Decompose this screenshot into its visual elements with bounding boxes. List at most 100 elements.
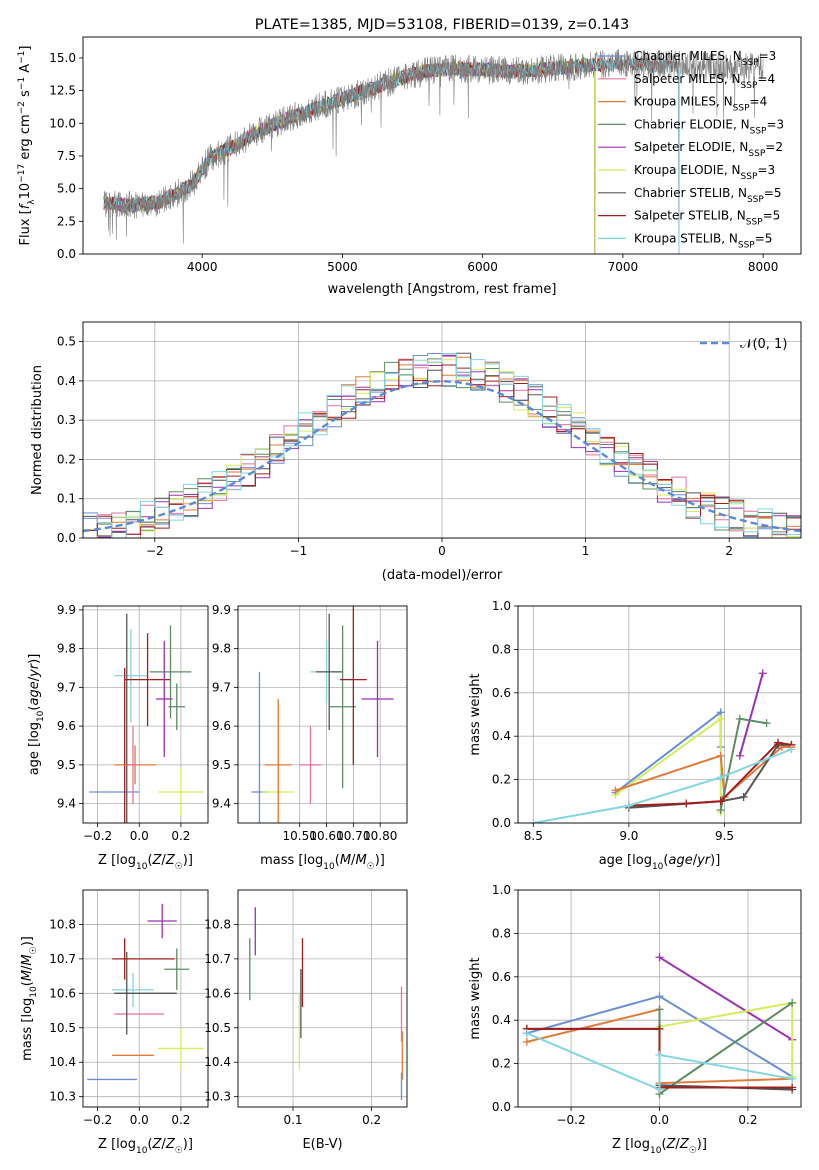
y-tick-label: 5.0: [57, 182, 76, 196]
weight-vs-age-xlabel: age [log10(age/yr)]: [599, 853, 721, 872]
age-vs-z-ylabel: age [log10(age/yr)]: [27, 654, 46, 776]
spectrum-lines: [103, 49, 764, 254]
series-line-3: [103, 57, 596, 254]
legend-label: Kroupa STELIB, NSSP=5: [634, 231, 772, 250]
legend-label: 𝒩(0, 1): [740, 337, 787, 352]
residuals-frame: [82, 321, 802, 539]
spectrum-frame: [82, 36, 802, 255]
mass-vs-z-axes: −0.2 0.0 0.2 10.3 10.4 10.5 10.6 10.7 10.8: [49, 890, 208, 1127]
point-marker: [788, 1074, 797, 1083]
legend-label: Salpeter ELODIE, NSSP=2: [634, 140, 783, 159]
x-tick-label: 2: [725, 544, 733, 558]
point-marker: [522, 1037, 531, 1046]
series-line-0: [103, 56, 596, 254]
y-tick-label: 9.9: [57, 603, 76, 617]
y-tick-label: 0.0: [492, 816, 511, 830]
point-marker: [682, 799, 691, 808]
legend-label: Kroupa MILES, NSSP=4: [634, 95, 767, 114]
y-tick-label: 0.0: [57, 531, 76, 545]
age-vs-z-points: [89, 613, 204, 823]
x-tick-label: 10.50: [283, 829, 317, 843]
y-tick-label: 0.8: [492, 642, 511, 656]
y-tick-label: 0.3: [57, 413, 76, 427]
spectrum-legend: Chabrier MILES, NSSP=3 Salpeter MILES, NS…: [598, 49, 784, 250]
spectrum-ylabel: Flux [fλ10−17 erg cm−2 s−1 A−1]: [17, 46, 37, 246]
point-marker: [655, 1024, 664, 1033]
y-tick-label: 10.4: [49, 1055, 76, 1069]
series-line-7: [533, 748, 792, 823]
y-tick-label: 0.6: [492, 970, 511, 984]
point-marker: [529, 819, 538, 823]
point-marker: [788, 998, 797, 1007]
x-tick-label: 0.0: [130, 1113, 149, 1127]
weight-vs-z-lines: [522, 953, 797, 1098]
x-tick-label: −2: [146, 544, 164, 558]
x-tick-label: 0.0: [130, 829, 149, 843]
y-tick-label: 1.0: [492, 883, 511, 897]
y-tick-label: 10.5: [204, 1021, 231, 1035]
y-tick-label: 15.0: [49, 51, 76, 65]
series-line-4: [103, 58, 596, 254]
y-tick-label: 10.5: [49, 1021, 76, 1035]
x-tick-label: 1: [582, 544, 590, 558]
normal-curve: [83, 380, 801, 533]
weight-vs-z-axes: −0.2 0.0 0.2 0.0 0.2 0.4 0.6 0.8 1.0: [492, 883, 801, 1127]
y-tick-label: 10.6: [204, 986, 231, 1000]
x-tick-label: 6000: [467, 260, 498, 274]
y-tick-label: 10.7: [204, 952, 231, 966]
point-marker: [716, 805, 725, 814]
x-tick-label: 0.2: [362, 1113, 381, 1127]
series-line-2: [103, 57, 596, 254]
y-tick-label: 10.0: [49, 116, 76, 130]
x-tick-label: 0: [438, 544, 446, 558]
legend-label: Salpeter STELIB, NSSP=5: [634, 209, 780, 228]
x-tick-label: −1: [290, 544, 308, 558]
weight-vs-age-lines: [529, 669, 796, 823]
y-tick-label: 9.6: [57, 719, 76, 733]
y-tick-label: 10.3: [204, 1090, 231, 1104]
point-marker: [611, 786, 620, 795]
y-tick-label: 9.7: [57, 680, 76, 694]
x-tick-label: 8000: [748, 260, 779, 274]
spectrum-axes: 4000 5000 6000 7000 8000 0.0 2.5 5.0 7.5 10.0 12.5…: [49, 51, 778, 274]
point-marker: [655, 1005, 664, 1014]
series-line-5: [103, 57, 596, 254]
point-marker: [716, 751, 725, 760]
point-marker: [655, 1050, 664, 1059]
y-tick-label: 2.5: [57, 214, 76, 228]
y-tick-label: 0.4: [492, 729, 511, 743]
y-tick-label: 10.3: [49, 1090, 76, 1104]
point-marker: [788, 1083, 797, 1092]
weight-vs-z-xlabel: Z [log10(Z/Z☉)]: [612, 1137, 707, 1156]
y-tick-label: 0.0: [492, 1100, 511, 1114]
y-tick-label: 0.0: [57, 247, 76, 261]
y-tick-label: 0.2: [57, 452, 76, 466]
y-tick-label: 1.0: [492, 599, 511, 613]
mass-vs-ebv-axes: 0.1 0.2 10.3 10.4 10.5 10.6 10.7 10.8: [204, 890, 407, 1127]
series-line-6: [628, 741, 792, 807]
mass-vs-z-frame: [82, 889, 209, 1108]
y-tick-label: 0.4: [57, 374, 76, 388]
legend-label: Salpeter MILES, NSSP=4: [634, 72, 775, 91]
mass-vs-z-xlabel: Z [log10(Z/Z☉)]: [98, 1137, 193, 1156]
point-marker: [735, 714, 744, 723]
legend-label: Chabrier MILES, NSSP=3: [634, 49, 776, 68]
mass-vs-ebv-frame: [237, 889, 408, 1108]
point-marker: [787, 745, 796, 754]
x-tick-label: 0.2: [171, 829, 190, 843]
age-vs-z-frame: [82, 605, 209, 824]
y-tick-label: 0.5: [57, 335, 76, 349]
residuals-xlabel: (data-model)/error: [382, 568, 503, 583]
x-tick-label: 0.2: [171, 1113, 190, 1127]
point-marker: [716, 773, 725, 782]
point-marker: [739, 792, 748, 801]
series-line-1: [103, 59, 596, 254]
mass-vs-ebv-points: [249, 907, 403, 1101]
x-tick-label: 5000: [327, 260, 358, 274]
x-tick-label: 4000: [187, 260, 218, 274]
x-tick-label: 9.5: [715, 829, 734, 843]
y-tick-label: 9.4: [212, 797, 231, 811]
series-line-1: [614, 716, 722, 813]
weight-vs-z-frame: [517, 889, 802, 1108]
